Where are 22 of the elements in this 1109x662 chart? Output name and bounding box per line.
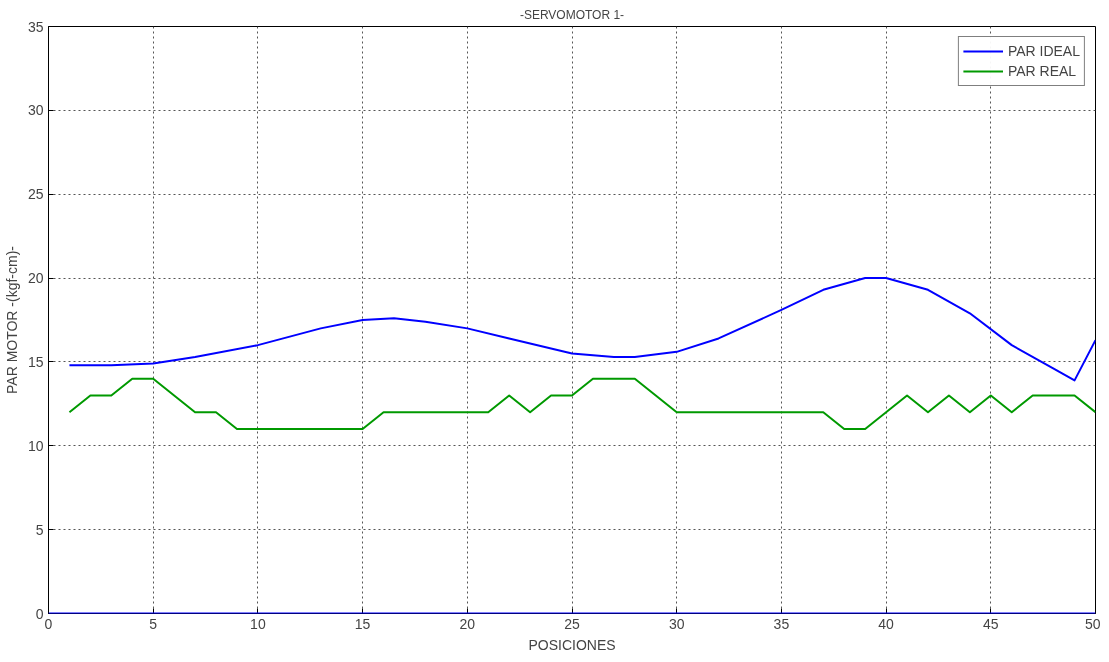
y-tick-label: 35 — [27, 18, 44, 35]
x-tick-label: 30 — [668, 615, 685, 632]
y-tick-label: 25 — [27, 186, 44, 203]
y-tick-label: 30 — [27, 102, 44, 119]
legend-label: PAR IDEAL — [1007, 43, 1080, 59]
x-tick-label: 50 — [1084, 615, 1101, 632]
x-tick-label: 10 — [250, 615, 266, 632]
x-tick-label: 5 — [149, 615, 158, 632]
y-tick-label: 15 — [27, 353, 44, 370]
x-tick-label: 35 — [773, 615, 790, 632]
y-tick-label: 10 — [27, 437, 44, 454]
x-tick-label: 45 — [983, 615, 999, 632]
x-tick-label: 25 — [564, 615, 580, 632]
y-tick-label: 20 — [27, 270, 44, 287]
y-axis-title: PAR MOTOR -(kgf-cm)- — [3, 245, 20, 395]
x-tick-label: 20 — [459, 615, 476, 632]
x-tick-label: 40 — [878, 615, 895, 632]
x-axis-title: POSICIONES — [528, 636, 616, 653]
chart-title: -SERVOMOTOR 1- — [519, 7, 625, 22]
x-tick-label: 15 — [354, 615, 371, 632]
legend-label: PAR REAL — [1007, 63, 1077, 79]
y-tick-label: 5 — [35, 521, 44, 538]
